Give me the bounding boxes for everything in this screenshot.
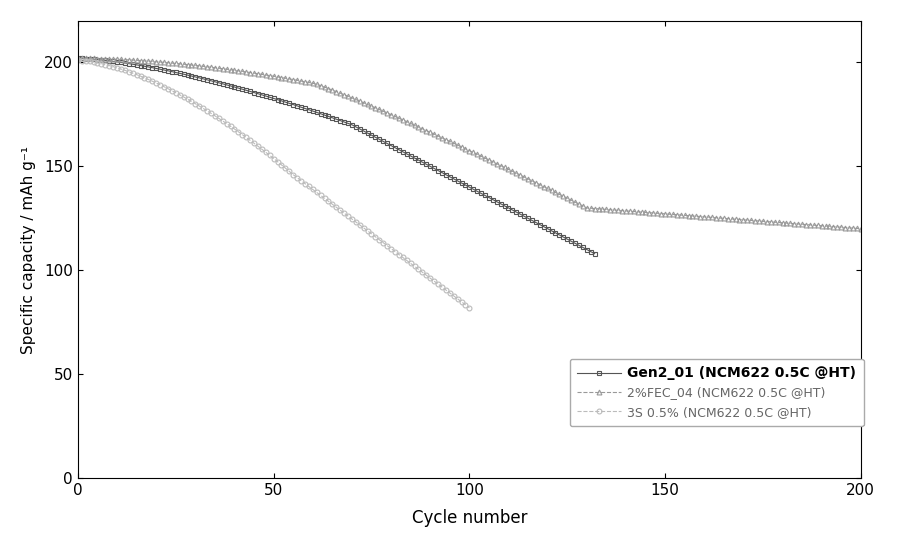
Legend: Gen2_01 (NCM622 0.5C @HT), 2%FEC_04 (NCM622 0.5C @HT), 3S 0.5% (NCM622 0.5C @HT): Gen2_01 (NCM622 0.5C @HT), 2%FEC_04 (NCM… bbox=[570, 359, 864, 426]
Y-axis label: Specific capacity / mAh g⁻¹: Specific capacity / mAh g⁻¹ bbox=[21, 146, 36, 353]
X-axis label: Cycle number: Cycle number bbox=[412, 509, 527, 527]
